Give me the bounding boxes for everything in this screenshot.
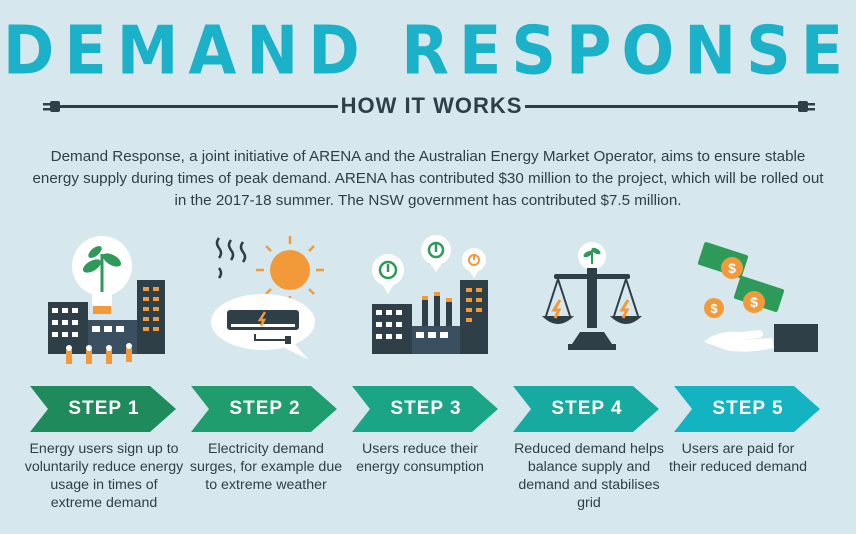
step-4-label: STEP 4	[551, 398, 623, 419]
step-3-label: STEP 3	[390, 398, 462, 419]
step-3-description: Users reduce their energy consumption	[356, 441, 484, 475]
subtitle-row: HOW IT WORKS	[40, 90, 816, 120]
step-1-arrow: STEP 1	[30, 386, 178, 432]
factory-power-icon	[372, 235, 488, 354]
divider-left	[58, 105, 338, 108]
step-4-arrow: STEP 4	[513, 386, 661, 432]
step-3-arrow-shape	[352, 386, 498, 432]
divider-right	[525, 105, 800, 108]
svg-text:$: $	[710, 301, 718, 316]
intro-paragraph: Demand Response, a joint initiative of A…	[32, 148, 824, 209]
payment-hand-icon: $ $ $	[697, 242, 818, 352]
step-2-arrow-shape	[191, 386, 337, 432]
plug-icon	[798, 101, 815, 112]
step-3-arrow: STEP 3	[352, 386, 500, 432]
svg-text:$: $	[750, 294, 758, 310]
step-5-arrow-shape	[674, 386, 820, 432]
step-1-arrow-shape	[30, 386, 176, 432]
step-2-description: Electricity demand surges, for example d…	[189, 441, 343, 493]
step-4-description: Reduced demand helps balance supply and …	[514, 441, 664, 511]
step-1-description: Energy users sign up to voluntarily redu…	[24, 441, 184, 511]
plug-icon	[43, 101, 60, 112]
page-subtitle: HOW IT WORKS	[340, 93, 523, 118]
air-conditioner-sun-icon	[211, 236, 324, 360]
step-2-label: STEP 2	[229, 398, 301, 419]
step-2-arrow: STEP 2	[191, 386, 339, 432]
page-title: DEMAND RESPONSE	[2, 11, 854, 90]
step-5-label: STEP 5	[712, 398, 784, 419]
svg-text:$: $	[728, 260, 736, 276]
step-5-arrow: STEP 5	[674, 386, 822, 432]
step-5-description: Users are paid for their reduced demand	[668, 441, 808, 475]
step-4-arrow-shape	[513, 386, 659, 432]
step-1-label: STEP 1	[68, 398, 140, 419]
lightbulb-city-icon	[48, 236, 165, 364]
balance-scale-icon	[542, 242, 642, 350]
